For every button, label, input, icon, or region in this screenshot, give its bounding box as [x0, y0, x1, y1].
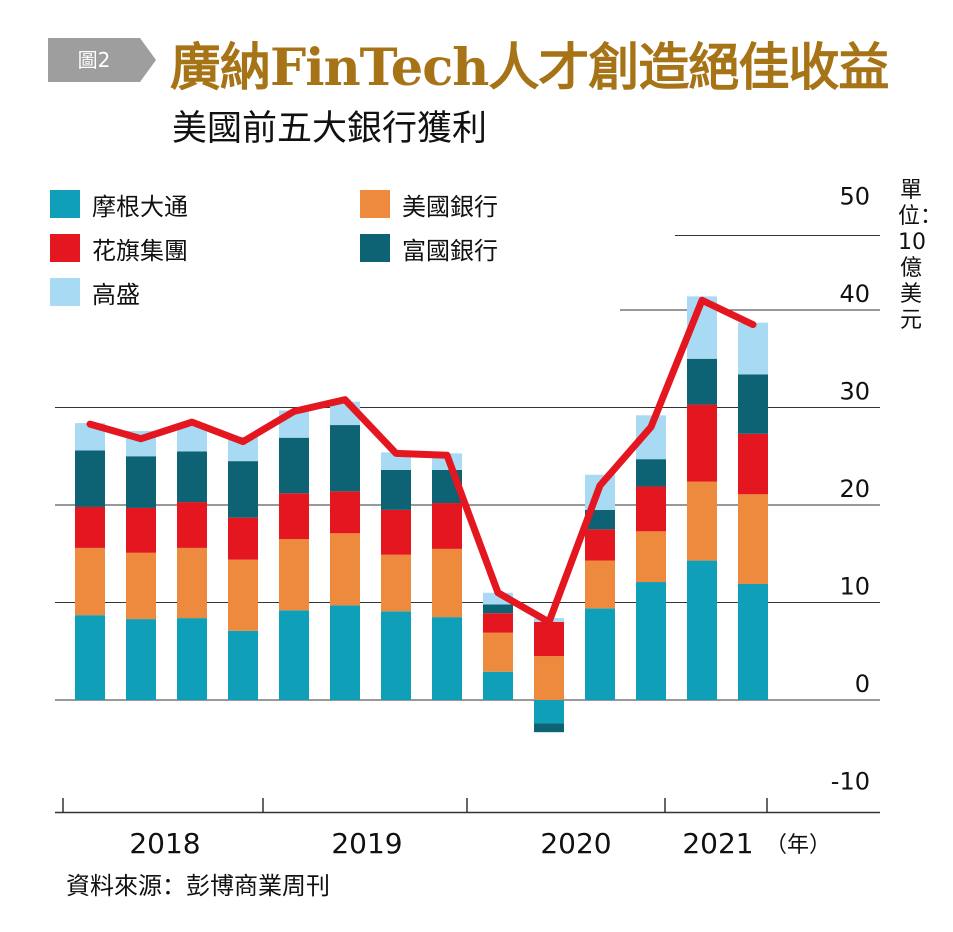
- legend-swatch: [360, 234, 390, 262]
- bar-citi-2020Q1: [483, 613, 513, 633]
- y-tick-label: 50: [839, 183, 870, 211]
- bar-jpmorgan-2021Q1: [687, 560, 717, 700]
- bar-wells-2018Q2: [126, 456, 156, 508]
- bar-wells-2018Q3: [177, 451, 207, 503]
- legend: 摩根大通 美國銀行 花旗集團 富國銀行 高盛: [50, 183, 570, 313]
- bar-wells-2020Q1: [483, 604, 513, 614]
- bar-citi-2018Q1: [75, 506, 105, 548]
- bar-bofa-2019Q3: [381, 554, 411, 612]
- y-tick-label: 20: [839, 475, 870, 503]
- bar-wells-2019Q3: [381, 469, 411, 510]
- chart-title: 廣納FinTech人才創造絕佳收益: [170, 38, 889, 98]
- bar-bofa-2021Q1: [687, 481, 717, 561]
- bar-jpmorgan-2018Q3: [177, 618, 207, 700]
- bar-bofa-2021Q2: [738, 494, 768, 584]
- x-year-suffix: （年）: [765, 833, 831, 858]
- bar-bofa-2019Q2: [330, 533, 360, 606]
- bar-citi-2020Q4: [636, 486, 666, 532]
- legend-swatch: [50, 234, 80, 262]
- legend-item-goldman: 高盛: [50, 275, 140, 309]
- bar-jpmorgan-2019Q4: [432, 617, 462, 700]
- figure-number: 圖2: [77, 48, 111, 72]
- bar-jpmorgan-2018Q1: [75, 615, 105, 700]
- bar-bofa-2020Q3: [585, 560, 615, 609]
- bar-bofa-2018Q3: [177, 547, 207, 619]
- legend-item-wells: 富國銀行: [360, 231, 498, 265]
- y-tick-label: -10: [831, 768, 870, 796]
- bar-goldman-2021Q2: [738, 322, 768, 375]
- bar-bofa-2019Q1: [279, 539, 309, 611]
- legend-label: 高盛: [92, 280, 140, 309]
- badge-arrow-shape: [48, 38, 156, 82]
- bar-wells-2021Q2: [738, 374, 768, 434]
- bar-jpmorgan-2019Q1: [279, 610, 309, 700]
- bar-citi-2020Q3: [585, 529, 615, 561]
- chart-subtitle: 美國前五大銀行獲利: [172, 109, 488, 149]
- bar-wells-2018Q4: [228, 461, 258, 518]
- bar-wells-2018Q1: [75, 450, 105, 507]
- bar-citi-2019Q4: [432, 503, 462, 549]
- x-year-label: 2019: [331, 827, 402, 860]
- bar-citi-2021Q1: [687, 404, 717, 482]
- bar-citi-2020Q2: [534, 622, 564, 657]
- bar-bofa-2019Q4: [432, 548, 462, 618]
- legend-item-jpmorgan: 摩根大通: [50, 187, 188, 221]
- bar-citi-2018Q4: [228, 517, 258, 560]
- total-profit-line: [86, 296, 757, 626]
- bar-citi-2019Q2: [330, 491, 360, 534]
- legend-label: 花旗集團: [92, 236, 188, 265]
- y-tick-label: 30: [839, 378, 870, 406]
- legend-swatch: [50, 278, 80, 306]
- legend-item-bofa: 美國銀行: [360, 187, 498, 221]
- figure-badge: 圖2: [48, 38, 156, 82]
- legend-swatch: [360, 190, 390, 218]
- bar-jpmorgan-2018Q4: [228, 630, 258, 700]
- y-tick-label: 40: [839, 280, 870, 308]
- bar-citi-2021Q2: [738, 433, 768, 495]
- bar-citi-2018Q2: [126, 507, 156, 553]
- bar-jpmorgan-2020Q1: [483, 671, 513, 700]
- bar-jpmorgan-2021Q2: [738, 583, 768, 700]
- legend-label: 富國銀行: [402, 236, 498, 265]
- bar-wells-2019Q2: [330, 425, 360, 492]
- bar-bofa-2018Q4: [228, 559, 258, 631]
- legend-swatch: [50, 190, 80, 218]
- bar-wells-2019Q1: [279, 437, 309, 494]
- legend-item-citi: 花旗集團: [50, 231, 188, 265]
- bar-citi-2019Q1: [279, 493, 309, 540]
- bar-goldman-2018Q3: [177, 426, 207, 452]
- legend-label: 摩根大通: [92, 192, 188, 221]
- x-year-label: 2021: [682, 827, 753, 860]
- bar-jpmorgan-2018Q2: [126, 619, 156, 700]
- bar-wells-2021Q1: [687, 358, 717, 405]
- bar-goldman-2020Q1: [483, 592, 513, 605]
- bar-jpmorgan-2020Q4: [636, 582, 666, 700]
- bar-jpmorgan-2019Q2: [330, 605, 360, 700]
- bar-jpmorgan-2020Q3: [585, 608, 615, 700]
- legend-label: 美國銀行: [402, 192, 498, 221]
- bar-bofa-2018Q1: [75, 547, 105, 616]
- bar-wells-2020Q4: [636, 459, 666, 487]
- x-year-label: 2020: [540, 827, 611, 860]
- bar-bofa-2020Q4: [636, 531, 666, 583]
- bar-citi-2019Q3: [381, 509, 411, 555]
- x-year-label: 2018: [129, 827, 200, 860]
- y-tick-label: 0: [855, 670, 870, 698]
- bar-citi-2018Q3: [177, 502, 207, 548]
- bar-jpmorgan-2019Q3: [381, 611, 411, 700]
- bar-bofa-2020Q2: [534, 656, 564, 700]
- bar-wells-2020Q2: [534, 723, 564, 733]
- bar-bofa-2020Q1: [483, 632, 513, 672]
- bar-jpmorgan-2020Q2: [534, 700, 564, 724]
- bar-bofa-2018Q2: [126, 552, 156, 620]
- y-tick-label: 10: [839, 573, 870, 601]
- source-note: 資料來源：彭博商業周刊: [66, 872, 330, 900]
